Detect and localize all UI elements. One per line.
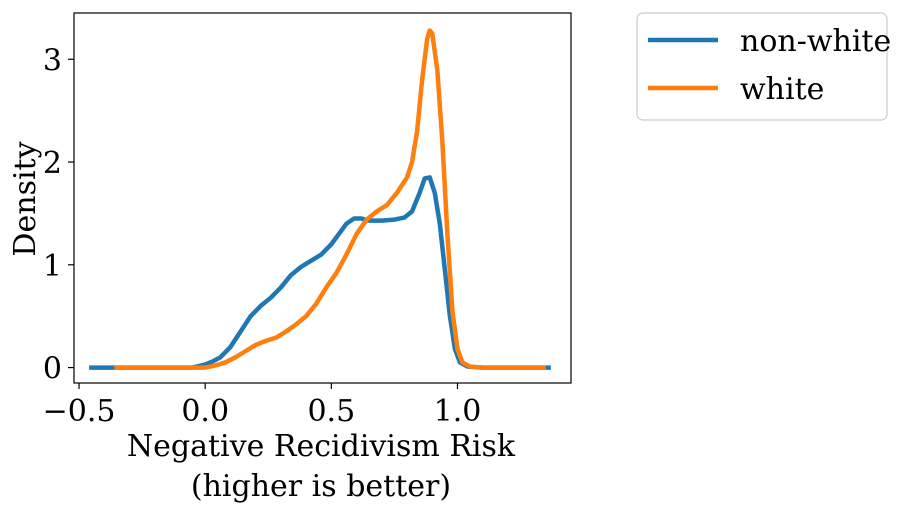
legend-label-non-white: non-white — [740, 24, 891, 59]
y-tick-label: 3 — [43, 43, 62, 78]
legend-label-white: white — [740, 72, 824, 107]
legend: non-white white — [636, 12, 891, 121]
x-axis-ticks: −0.5 0.0 0.5 1.0 — [43, 383, 482, 429]
x-tick-label: −0.5 — [43, 394, 116, 429]
series-line-non-white — [89, 175, 551, 370]
y-axis-ticks: 0 1 2 3 — [43, 43, 74, 387]
series-line-white — [114, 28, 546, 370]
x-tick-label: 0.0 — [181, 394, 229, 429]
x-tick-label: 1.0 — [434, 394, 482, 429]
plot-lines — [89, 28, 551, 370]
y-tick-label: 1 — [43, 249, 62, 284]
plot-frame — [73, 12, 572, 384]
x-axis-label-line2: (higher is better) — [191, 469, 451, 504]
x-axis-label-line1: Negative Recidivism Risk — [127, 429, 516, 464]
y-tick-label: 2 — [43, 146, 62, 181]
y-axis-label: Density — [8, 141, 43, 256]
x-tick-label: 0.5 — [307, 394, 355, 429]
y-tick-label: 0 — [43, 352, 62, 387]
